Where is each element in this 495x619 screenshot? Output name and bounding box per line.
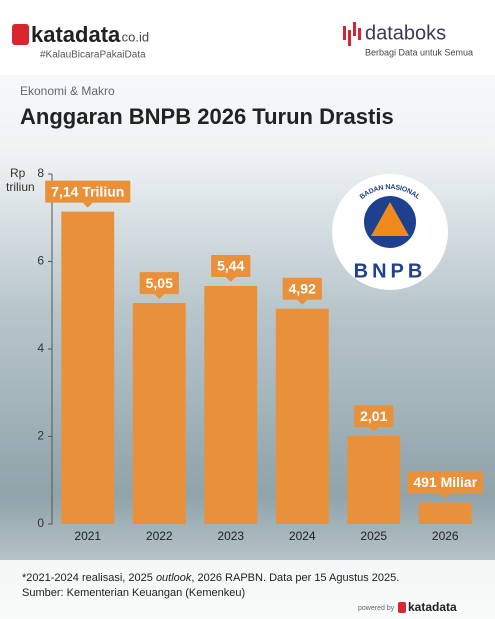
source: Sumber: Kementerian Keuangan (Kemenkeu) [22, 587, 245, 599]
x-tick-label: 2021 [74, 529, 101, 543]
katadata-icon [12, 24, 29, 45]
x-tick-label: 2024 [289, 529, 316, 543]
brand: katadata [31, 22, 121, 47]
logo-triangle [371, 202, 409, 236]
plot: 0 2 4 6 8 2021 7,14 Triliun 2022 5,05 2023 5,44 202… [37, 166, 484, 543]
value-label-pointer [154, 294, 165, 300]
value-label: 5,05 [146, 275, 173, 291]
y-tick-label: 6 [37, 254, 44, 268]
databoks-icon [343, 22, 361, 46]
footer-bg [0, 560, 495, 619]
bar [418, 502, 472, 524]
value-label: 2,01 [360, 408, 387, 424]
y-axis-label: Rp [10, 166, 26, 180]
x-tick-label: 2026 [432, 529, 459, 543]
bar [204, 286, 258, 524]
logo-name: BNPB [354, 260, 427, 282]
footnote-part: outlook [156, 572, 192, 584]
value-label-pointer [225, 277, 236, 282]
bar [347, 436, 401, 524]
footnote: *2021-2024 realisasi, 2025 outlook, 2026… [22, 572, 399, 584]
value-label-pointer [297, 299, 308, 305]
y-tick-label: 4 [37, 341, 44, 355]
value-label-box [354, 405, 394, 428]
bar [61, 211, 115, 524]
value-label-pointer [82, 202, 93, 208]
header-bg [0, 0, 495, 75]
brand-domain: .co.id [118, 29, 149, 44]
partner: databoks [365, 22, 446, 44]
value-label-box [139, 272, 179, 295]
bar [275, 308, 329, 524]
value-label-box [282, 277, 322, 300]
x-tick-label: 2023 [217, 529, 244, 543]
value-label: 7,14 Triliun [51, 183, 124, 199]
tagline: #KalauBicaraPakaiData [40, 50, 146, 61]
y-tick-label: 8 [37, 166, 44, 180]
value-label-pointer [368, 427, 379, 433]
chart-title: Anggaran BNPB 2026 Turun Drastis [20, 104, 394, 129]
value-label-pointer [440, 493, 451, 499]
category: Ekonomi & Makro [20, 84, 115, 98]
value-label: 4,92 [289, 280, 316, 296]
bar [132, 303, 186, 524]
powered-by: powered by [358, 605, 395, 612]
value-label: 5,44 [217, 258, 244, 274]
y-tick-label: 0 [37, 516, 44, 530]
value-label-box [211, 255, 251, 277]
x-tick-label: 2025 [360, 529, 387, 543]
y-axis-label: triliun [6, 180, 35, 194]
footnote-part: , 2026 RAPBN. Data per 15 Agustus 2025. [191, 572, 399, 584]
footer-icon [398, 602, 406, 613]
y-tick-label: 2 [37, 429, 44, 443]
partner-tagline: Berbagi Data untuk Semua [365, 47, 473, 57]
value-label-box [45, 180, 131, 203]
value-label-box [407, 471, 484, 494]
x-tick-label: 2022 [146, 529, 173, 543]
value-label: 491 Miliar [413, 474, 477, 490]
footnote-part: *2021-2024 realisasi, 2025 [22, 572, 156, 584]
footer-brand: katadata [408, 600, 457, 614]
